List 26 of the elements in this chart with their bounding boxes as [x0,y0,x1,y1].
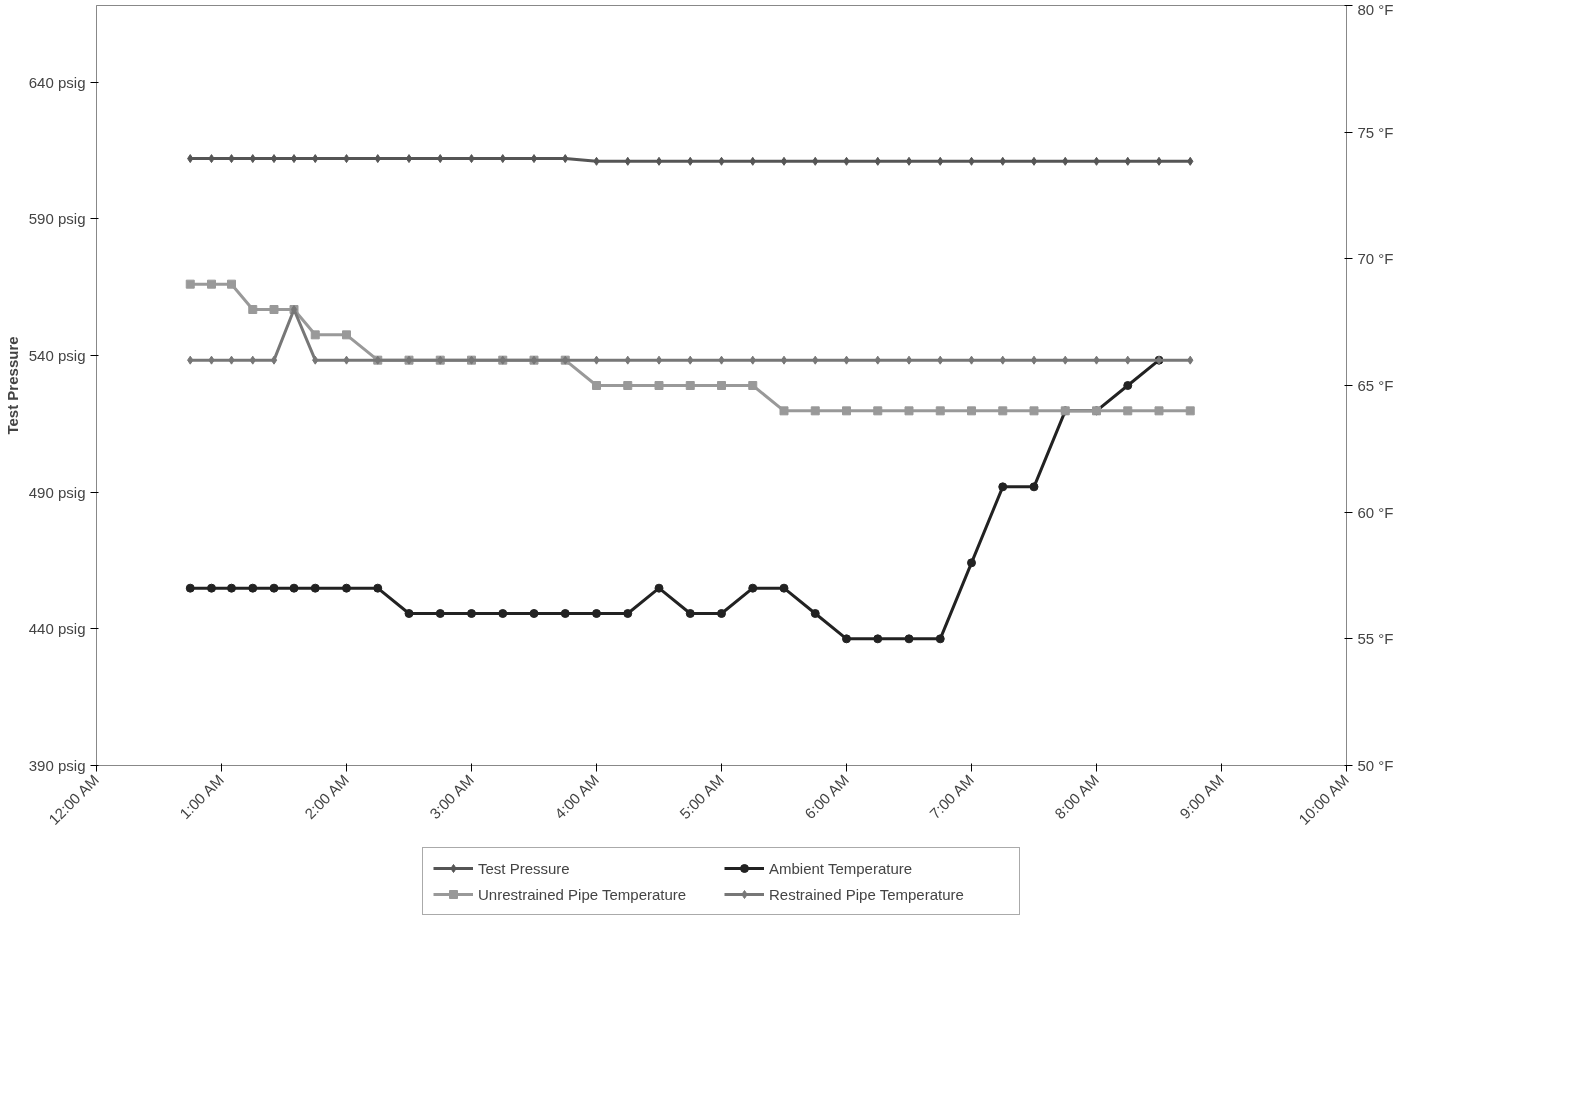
y2-tick-label: 55 °F [1357,630,1394,648]
y2-tick-label: 70 °F [1357,250,1394,268]
y2-tick-label: 60 °F [1357,503,1394,521]
y2-tick-label: 80 °F [1357,0,1394,18]
y-tick-label: 490 psig [28,483,86,501]
legend-label: Test Pressure [478,859,571,877]
y2-tick-label: 75 °F [1357,123,1394,141]
y2-tick-label: 65 °F [1357,377,1394,394]
x-tick-label: 8:00 AM [1050,771,1102,823]
x-tick-label: 6:00 AM [800,771,852,823]
x-tick-label: 5:00 AM [675,771,727,823]
x-tick-label: 3:00 AM [425,771,477,823]
y-axis-title: Test Pressure [3,336,21,435]
x-tick-label: 7:00 AM [925,771,977,823]
y2-tick-label: 50 °F [1357,757,1394,774]
y-tick-label: 640 psig [28,73,86,91]
x-tick-label: 1:00 AM [175,771,227,823]
legend-label: Unrestrained Pipe Temperature [478,885,688,903]
y-tick-label: 390 psig [28,757,86,774]
y-tick-label: 540 psig [28,346,86,364]
y-tick-label: 440 psig [28,620,86,638]
y-tick-label: 590 psig [28,210,86,228]
legend-label: Ambient Temperature [769,859,914,877]
x-tick-label: 9:00 AM [1175,771,1227,823]
x-tick-label: 4:00 AM [550,771,602,823]
legend-label: Restrained Pipe Temperature [769,885,965,903]
